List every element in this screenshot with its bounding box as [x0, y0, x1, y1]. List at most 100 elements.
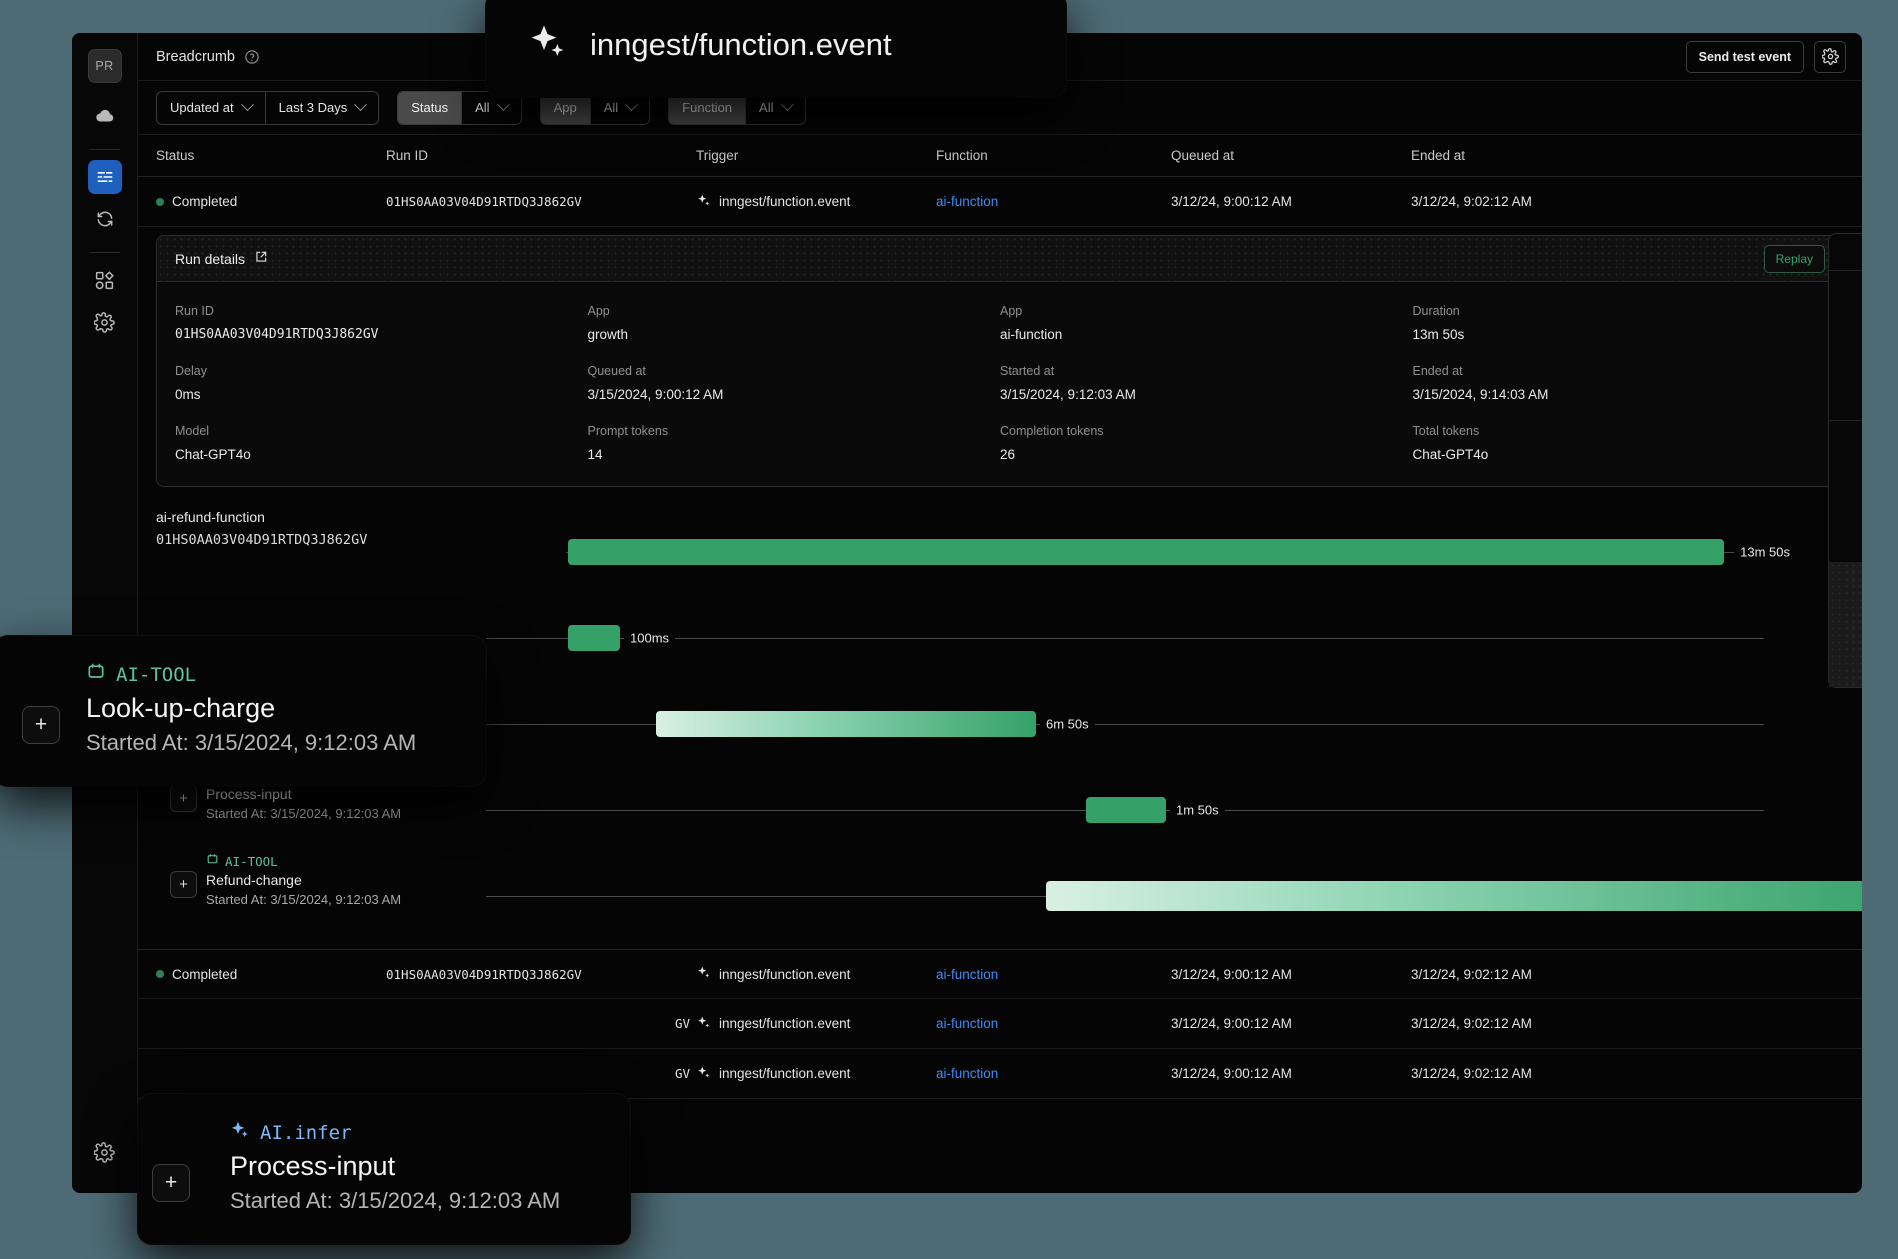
filter-updated-at[interactable]: Updated at	[157, 92, 265, 124]
cloud-icon[interactable]	[88, 99, 122, 133]
status-dot-icon	[156, 970, 164, 978]
sidebar-pr-badge[interactable]: PR	[87, 49, 122, 83]
floating-infer-badge-label: AI.infer	[260, 1121, 352, 1144]
table-row[interactable]: GV inngest/function.event ai-function 3/…	[138, 999, 1862, 1049]
expand-step-button[interactable]: +	[170, 785, 197, 812]
filter-status-value[interactable]: All	[461, 91, 520, 124]
detail-key: Model	[175, 424, 210, 438]
row-run-id: GV	[674, 1016, 690, 1031]
row-function[interactable]: ai-function	[936, 1066, 1171, 1081]
filter-function-value[interactable]: All	[745, 91, 804, 124]
refresh-icon[interactable]	[88, 202, 122, 236]
run-details-wrapper: Run details Replay Run ID 01HS0AA03V04D91…	[138, 227, 1862, 487]
floating-infer-badge: AI.infer	[230, 1120, 600, 1145]
timeline-bar[interactable]	[1046, 881, 1862, 911]
row-function[interactable]: ai-function	[936, 1016, 1171, 1031]
sidebar-divider-2	[89, 252, 120, 253]
timeline-duration-label: 100ms	[624, 630, 676, 646]
detail-value: 14	[587, 447, 603, 462]
stub-divider-1	[1829, 270, 1862, 271]
expand-step-button[interactable]: +	[22, 706, 60, 744]
stub-dotted-area	[1829, 562, 1862, 687]
timeline-root-name: ai-refund-function	[156, 509, 265, 525]
detail-field: Queued at 3/15/2024, 9:00:12 AM	[588, 364, 1001, 402]
timeline-step-labels: AI-TOOL Refund-change Started At: 3/15/2…	[206, 853, 402, 908]
detail-key: App	[587, 304, 610, 318]
row-function[interactable]: ai-function	[936, 967, 1171, 982]
sparkles-icon	[696, 193, 711, 211]
question-circle-icon[interactable]	[244, 49, 260, 65]
timeline-bar[interactable]	[1086, 797, 1166, 823]
detail-value[interactable]: growth	[587, 327, 629, 342]
detail-key: Ended at	[1412, 364, 1463, 378]
floating-event-card[interactable]: inngest/function.event	[486, 0, 1066, 97]
detail-value: Chat-GPT4o	[1412, 447, 1489, 462]
sidebar-bottom-gear-icon[interactable]	[88, 1135, 122, 1169]
detail-field: Started at 3/15/2024, 9:12:03 AM	[1000, 364, 1413, 402]
table-row[interactable]: Completed 01HS0AA03V04D91RTDQ3J862GV inn…	[138, 949, 1862, 999]
table-row[interactable]: Completed 01HS0AA03V04D91RTDQ3J862GV inn…	[138, 177, 1862, 227]
timeline-row-step-4[interactable]: + AI-TOOL Refund-change Started At: 3/15…	[156, 853, 1862, 939]
row-ended-at: 3/12/24, 9:02:12 AM	[1411, 194, 1532, 209]
row-ended-at: 3/12/24, 9:02:12 AM	[1411, 1066, 1532, 1081]
status-label: Completed	[172, 194, 238, 209]
function-link[interactable]: ai-function	[936, 966, 999, 982]
sparkles-icon	[696, 1065, 711, 1083]
detail-value[interactable]: ai-function	[1000, 327, 1063, 342]
timeline-step-started-at: Started At: 3/15/2024, 9:12:03 AM	[206, 892, 402, 907]
column-ended-at: Ended at	[1411, 148, 1466, 163]
timeline-duration-label: 13m 50s	[1734, 544, 1796, 560]
column-queued-at: Queued at	[1171, 148, 1235, 163]
chevron-down-icon	[780, 98, 794, 112]
row-function[interactable]: ai-function	[936, 194, 1171, 209]
timeline-row-step-2[interactable]: 6m 50s	[156, 681, 1844, 767]
timeline-bar[interactable]	[568, 625, 620, 651]
trigger-label: inngest/function.event	[719, 194, 851, 209]
function-link[interactable]: ai-function	[936, 194, 999, 209]
app-window: PR	[72, 33, 1862, 1193]
send-test-event-button[interactable]: Send test event	[1685, 40, 1804, 73]
timeline-row-root[interactable]: ai-refund-function 01HS0AA03V04D91RTDQ3J…	[156, 509, 1844, 595]
sparkles-icon	[528, 22, 568, 67]
filter-date-range[interactable]: Last 3 Days	[264, 91, 379, 124]
topbar-actions: Send test event	[1685, 40, 1846, 73]
apps-icon[interactable]	[88, 263, 122, 297]
sidebar-item-runs[interactable]	[87, 160, 122, 194]
floating-ai-tool-card[interactable]: + AI-TOOL Look-up-charge Started At: 3/1…	[0, 636, 486, 786]
timeline-row-step-1[interactable]: 100ms	[156, 595, 1844, 681]
expand-step-button[interactable]: +	[152, 1164, 190, 1202]
floating-ai-infer-card[interactable]: + AI.infer Process-input Started At: 3/1…	[138, 1094, 630, 1244]
timeline-bar[interactable]	[568, 539, 1724, 565]
external-link-icon[interactable]	[254, 250, 268, 267]
status-filter-group: Status All	[397, 90, 522, 125]
table-header: Status Run ID Trigger Function Queued at…	[138, 135, 1862, 177]
function-link[interactable]: ai-function	[936, 1066, 999, 1081]
row-queued-at: 3/12/24, 9:00:12 AM	[1171, 1016, 1292, 1031]
run-details-grid: Run ID 01HS0AA03V04D91RTDQ3J862GV App grow…	[157, 282, 1843, 486]
table-row[interactable]: GV inngest/function.event ai-function 3/…	[138, 1049, 1862, 1099]
expand-step-button[interactable]: +	[170, 871, 197, 898]
timeline-bar[interactable]	[656, 711, 1036, 737]
detail-field: App ai-function	[1000, 304, 1413, 342]
row-trigger: inngest/function.event	[696, 1015, 936, 1033]
detail-value: 0ms	[175, 387, 201, 402]
filter-app-value[interactable]: All	[589, 91, 649, 124]
ai-tool-icon	[86, 662, 106, 687]
row-trigger: inngest/function.event	[696, 965, 936, 983]
filter-app-selected: All	[603, 100, 619, 115]
filter-date-range-value: Last 3 Days	[278, 100, 348, 115]
breadcrumb[interactable]: Breadcrumb	[156, 48, 235, 65]
run-details-title-group: Run details	[175, 250, 268, 267]
replay-button[interactable]: Replay	[1763, 244, 1825, 273]
gear-icon[interactable]	[88, 305, 122, 339]
ai-tool-icon	[206, 853, 219, 869]
function-link[interactable]: ai-function	[936, 1016, 999, 1031]
main-content: Breadcrumb Send test event	[138, 33, 1862, 1193]
floating-event-text: inngest/function.event	[590, 26, 892, 62]
settings-gear-icon[interactable]	[1814, 40, 1846, 73]
detail-field: Total tokens Chat-GPT4o	[1413, 424, 1826, 462]
row-status: Completed	[156, 194, 386, 209]
row-ended-at: 3/12/24, 9:02:12 AM	[1411, 1016, 1532, 1031]
run-details-header: Run details Replay	[157, 236, 1843, 282]
filter-bar: Updated at Last 3 Days Status All	[138, 81, 1862, 135]
